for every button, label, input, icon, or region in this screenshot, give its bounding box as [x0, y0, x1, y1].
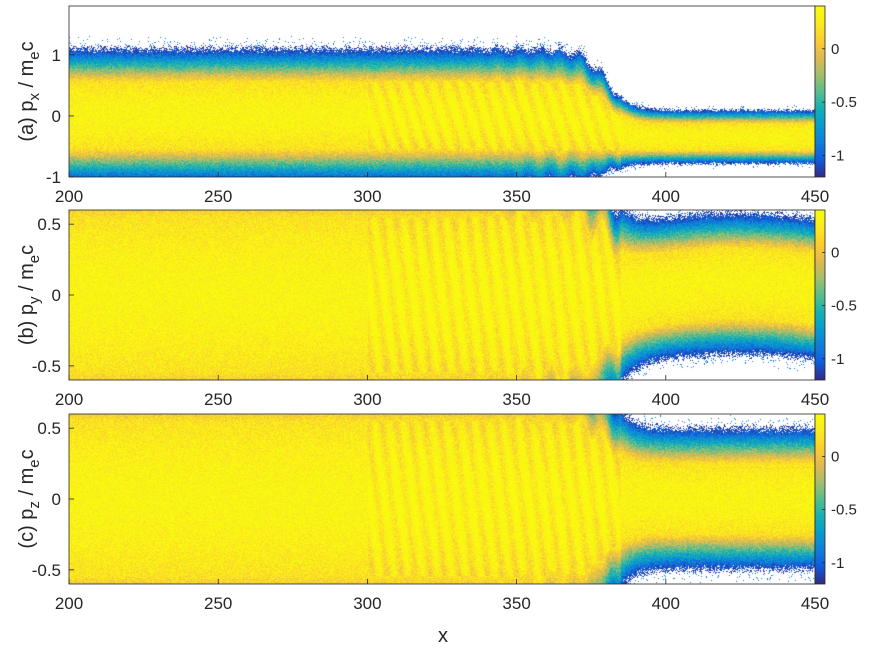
- x-tick-label: 400: [652, 594, 680, 613]
- y-tick-label: 0: [52, 107, 61, 126]
- y-label-part: e: [26, 255, 43, 263]
- colorbar-tick-label: -1: [831, 555, 844, 572]
- x-tick-label: 200: [55, 390, 83, 409]
- x-tick-label: 450: [801, 390, 829, 409]
- y-label-part: / m: [16, 468, 38, 501]
- colorbar-ticks-c: -1 -0.5 0: [822, 449, 857, 572]
- y-tick-label: -0.5: [32, 357, 61, 376]
- colorbar-tick-label: 0: [831, 245, 839, 262]
- x-axis-label: x: [438, 625, 448, 647]
- colorbar-tick-label: -1: [831, 148, 844, 165]
- x-tick-label: 400: [652, 187, 680, 206]
- y-label-part: c: [16, 41, 38, 51]
- panel-c: 200 250 300 350 400 450 -0.5 0 0.5 -1 -0.5 0 (c) …: [16, 413, 857, 613]
- x-tick-label: 450: [801, 187, 829, 206]
- y-ticks-c: -0.5 0 0.5: [32, 419, 74, 580]
- y-axis-label-c: (c) pz / mec: [16, 449, 43, 548]
- x-tick-label: 250: [204, 187, 232, 206]
- x-tick-label: 300: [353, 390, 381, 409]
- x-tick-label: 350: [502, 390, 530, 409]
- heatmap-a: [69, 6, 815, 177]
- y-label-part: y: [26, 296, 43, 304]
- x-tick-label: 400: [652, 390, 680, 409]
- x-tick-label: 200: [55, 187, 83, 206]
- y-label-part: e: [26, 51, 43, 59]
- colorbar-ticks-a: -1 -0.5 0: [822, 41, 857, 165]
- x-tick-label: 450: [801, 594, 829, 613]
- x-ticks-c: 200 250 300 350 400 450: [55, 579, 829, 613]
- colorbar-tick-label: 0: [831, 449, 839, 466]
- y-tick-label: -1: [46, 168, 61, 187]
- colorbar-tick-label: 0: [831, 41, 839, 58]
- y-label-part: (b) p: [16, 304, 38, 345]
- y-tick-label: 0.5: [37, 215, 61, 234]
- y-label-part: c: [16, 449, 38, 459]
- y-tick-label: 0: [52, 286, 61, 305]
- colorbar-c: [815, 414, 825, 584]
- y-ticks-a: -1 0 1: [46, 46, 74, 187]
- x-tick-label: 300: [353, 594, 381, 613]
- colorbar-frame-c: [814, 413, 826, 585]
- heatmap-c: [69, 414, 815, 584]
- y-label-part: e: [26, 459, 43, 467]
- panel-a: 200 250 300 350 400 450 -1 0 1 -1 -0.5 0 (a) px /…: [16, 5, 857, 206]
- y-ticks-b: -0.5 0 0.5: [32, 215, 74, 376]
- y-label-part: / m: [16, 263, 38, 296]
- colorbar-tick-label: -0.5: [831, 502, 857, 519]
- colorbar-tick-label: -1: [831, 351, 844, 368]
- y-axis-label-b: (b) py / mec: [16, 245, 43, 345]
- x-tick-label: 350: [502, 187, 530, 206]
- colorbar-tick-label: -0.5: [831, 298, 857, 315]
- y-label-part: / m: [16, 60, 38, 93]
- colorbar-frame-a: [814, 5, 826, 178]
- y-tick-label: -0.5: [32, 561, 61, 580]
- panel-b: 200 250 300 350 400 450 -0.5 0 0.5 -1 -0.5 0 (b) …: [16, 209, 857, 409]
- x-ticks-b: 200 250 300 350 400 450: [55, 375, 829, 409]
- y-axis-label-a: (a) px / mec: [16, 41, 43, 141]
- y-tick-label: 0: [52, 490, 61, 509]
- x-tick-label: 200: [55, 594, 83, 613]
- y-label-part: (a) p: [16, 101, 38, 142]
- colorbar-tick-label: -0.5: [831, 94, 857, 111]
- y-tick-label: 0.5: [37, 419, 61, 438]
- heatmap-b: [69, 210, 815, 380]
- x-tick-label: 250: [204, 390, 232, 409]
- colorbar-ticks-b: -1 -0.5 0: [822, 245, 857, 368]
- y-label-part: x: [26, 93, 43, 101]
- y-label-part: (c) p: [16, 509, 38, 549]
- y-tick-label: 1: [52, 46, 61, 65]
- colorbar-b: [815, 210, 825, 380]
- x-tick-label: 300: [353, 187, 381, 206]
- y-label-part: c: [16, 245, 38, 255]
- x-tick-label: 350: [502, 594, 530, 613]
- y-label-part: z: [26, 501, 43, 509]
- x-tick-label: 250: [204, 594, 232, 613]
- colorbar-frame-b: [814, 209, 826, 381]
- x-ticks-a: 200 250 300 350 400 450: [55, 172, 829, 206]
- colorbar-a: [815, 6, 825, 177]
